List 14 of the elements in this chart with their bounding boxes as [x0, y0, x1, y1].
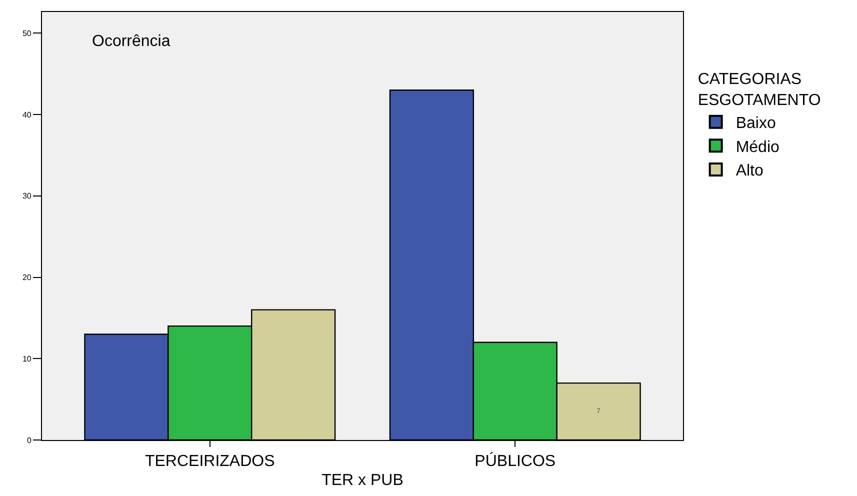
y-tick-label: 50	[22, 28, 32, 38]
y-tick-label: 20	[22, 273, 32, 282]
y-axis-title: Ocorrência	[92, 33, 170, 50]
legend-label: Baixo	[736, 115, 776, 132]
x-axis-title: TER x PUB	[322, 472, 404, 489]
y-tick-label: 40	[22, 110, 32, 120]
y-tick-label: 10	[22, 354, 32, 364]
legend-label: Alto	[736, 162, 764, 180]
x-tick-label: PÚBLICOS	[474, 452, 556, 470]
legend-title: CATEGORIAS ESGOTAMENTO	[698, 71, 821, 109]
x-tick-label: TERCEIRIZADOS	[144, 453, 275, 470]
y-tick-label: 0	[26, 436, 32, 445]
y-tick-label: 30	[22, 192, 32, 201]
legend-label: Médio	[736, 138, 780, 156]
